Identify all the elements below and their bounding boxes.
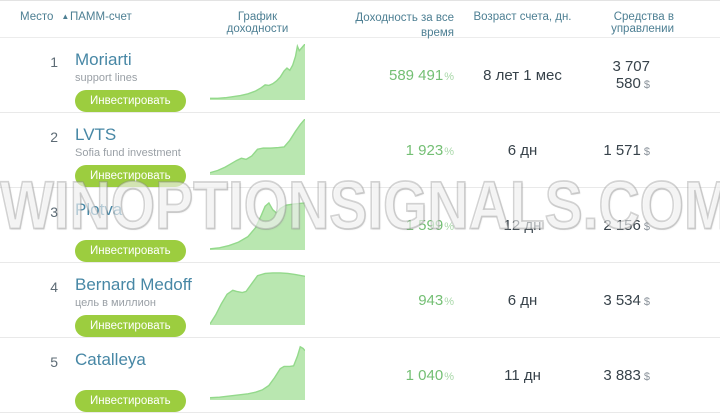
account-name-link[interactable]: Moriarti [75, 50, 132, 69]
currency-sign: $ [643, 145, 650, 158]
column-header-age: Возраст счета, дн. [473, 11, 572, 23]
currency-sign: $ [643, 295, 650, 308]
profit-value: 1 923% [405, 141, 454, 159]
sort-asc-icon[interactable]: ▲ [61, 12, 70, 21]
column-header-profit: Доходность за все время [355, 12, 454, 39]
account-age: 8 лет 1 мес [483, 66, 562, 84]
account-cell: Plotva Инвестировать [60, 188, 210, 262]
account-cell: Bernard Medoff цель в миллион Инвестиров… [60, 263, 210, 337]
column-header-funds: Средства в управлении [611, 11, 674, 35]
percent-sign: % [444, 70, 454, 83]
table-row: 4 Bernard Medoff цель в миллион Инвестир… [0, 263, 720, 338]
rank-value: 3 [50, 204, 58, 220]
profit-value: 1 040% [405, 366, 454, 384]
account-subtitle: Sofia fund investment [75, 147, 181, 159]
currency-sign: $ [643, 220, 650, 233]
account-subtitle: цель в миллион [75, 297, 156, 309]
account-subtitle: support lines [75, 72, 138, 84]
table-row: 2 LVTS Sofia fund investment Инвестирова… [0, 113, 720, 188]
profit-value: 943% [418, 291, 454, 309]
table-row: 3 Plotva Инвестировать 1 599% 12 дн 2 15… [0, 188, 720, 263]
table-row: 5 Catalleya Инвестировать 1 040% 11 дн 3… [0, 338, 720, 413]
account-subtitle [75, 371, 210, 385]
rank-value: 1 [50, 54, 58, 70]
funds-value: 1 571 $ [603, 141, 650, 159]
percent-sign: % [444, 220, 454, 233]
profit-sparkline-chart [210, 344, 305, 400]
column-header-chart: График доходности [226, 11, 289, 35]
funds-value: 3 883 $ [603, 366, 650, 384]
account-cell: LVTS Sofia fund investment Инвестировать [60, 113, 210, 187]
account-subtitle [75, 221, 210, 235]
rank-value: 2 [50, 129, 58, 145]
profit-value: 589 491% [388, 66, 454, 84]
account-age: 6 дн [507, 291, 538, 309]
account-age: 12 дн [503, 216, 542, 234]
funds-value: 2 156 $ [603, 216, 650, 234]
profit-sparkline-chart [210, 44, 305, 100]
account-cell: Catalleya Инвестировать [60, 338, 210, 412]
funds-value: 3 534 $ [603, 291, 650, 309]
account-name-link[interactable]: LVTS [75, 125, 117, 144]
funds-value: 3 707 580 $ [612, 58, 650, 92]
invest-button[interactable]: Инвестировать [75, 90, 186, 112]
account-name-link[interactable]: Bernard Medoff [75, 275, 192, 294]
rank-value: 4 [50, 279, 58, 295]
account-name-link[interactable]: Plotva [75, 200, 123, 219]
invest-button[interactable]: Инвестировать [75, 390, 186, 412]
profit-value: 1 599% [405, 216, 454, 234]
invest-button[interactable]: Инвестировать [75, 165, 186, 187]
account-cell: Moriarti support lines Инвестировать [60, 38, 210, 112]
table-row: 1 Moriarti support lines Инвестировать 5… [0, 38, 720, 113]
invest-button[interactable]: Инвестировать [75, 240, 186, 262]
invest-button[interactable]: Инвестировать [75, 315, 186, 337]
rank-value: 5 [50, 354, 58, 370]
currency-sign: $ [643, 79, 650, 91]
currency-sign: $ [643, 370, 650, 383]
column-header-rank[interactable]: Место ▲ [20, 11, 70, 23]
table-header: Место ▲ ПАММ-счет График доходности Доход… [0, 1, 720, 39]
profit-sparkline-chart [210, 269, 305, 325]
profit-sparkline-chart [210, 119, 305, 175]
account-age: 11 дн [504, 366, 541, 384]
percent-sign: % [444, 295, 454, 308]
percent-sign: % [444, 145, 454, 158]
account-name-link[interactable]: Catalleya [75, 350, 146, 369]
percent-sign: % [444, 370, 454, 383]
column-header-account: ПАММ-счет [70, 11, 132, 23]
account-age: 6 дн [507, 141, 538, 159]
profit-sparkline-chart [210, 194, 305, 250]
